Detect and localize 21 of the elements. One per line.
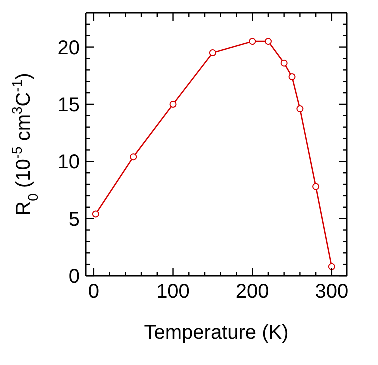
point [296, 106, 304, 113]
point [92, 210, 100, 218]
x-tick-label: 300 [315, 281, 349, 303]
point [209, 50, 216, 57]
point [312, 183, 320, 190]
point [170, 100, 177, 108]
point [280, 60, 288, 67]
y-tick-label: 0 [68, 266, 80, 288]
point [249, 38, 256, 46]
y-tick-label: 10 [58, 152, 80, 174]
point [130, 154, 138, 161]
y-tick-label: 15 [58, 94, 80, 116]
point [264, 38, 272, 46]
x-tick-label: 100 [156, 281, 190, 303]
y-tick-label: 20 [58, 37, 80, 60]
point [328, 263, 336, 270]
y-tick-label: 5 [68, 208, 80, 231]
x-tick-label: 0 [88, 281, 100, 303]
x-axis-title: Temperature (K) [144, 322, 289, 344]
x-tick-label: 200 [236, 281, 270, 303]
point [288, 74, 296, 81]
